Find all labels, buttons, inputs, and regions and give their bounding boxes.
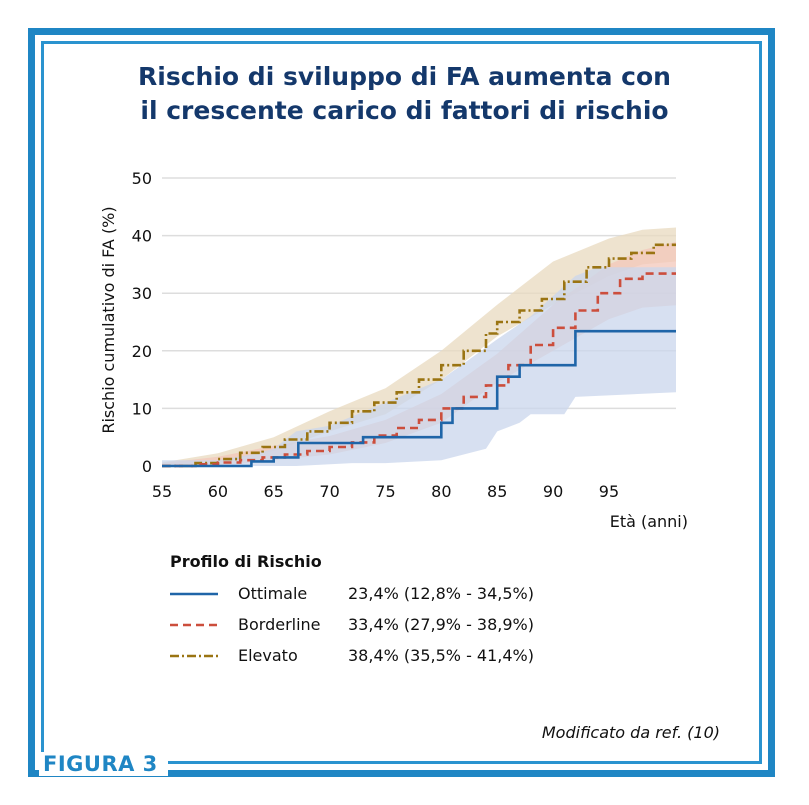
x-tick-95: 95 xyxy=(599,482,619,501)
x-tick-80: 80 xyxy=(431,482,451,501)
y-tick-50: 50 xyxy=(132,169,152,188)
confidence-bands xyxy=(162,227,676,466)
legend-value-elevato: 38,4% (35,5% - 41,4%) xyxy=(348,646,534,665)
legend-item-elevato: Elevato 38,4% (35,5% - 41,4%) xyxy=(170,640,534,671)
x-tick-75: 75 xyxy=(375,482,395,501)
series-lines xyxy=(162,243,676,468)
series-line-borderline xyxy=(162,272,676,468)
y-tick-labels: 0 10 20 30 40 50 xyxy=(132,169,152,476)
chart-title: Rischio di sviluppo di FA aumenta con il… xyxy=(60,60,749,128)
legend-item-ottimale: Ottimale 23,4% (12,8% - 34,5%) xyxy=(170,578,534,609)
legend-value-ottimale: 23,4% (12,8% - 34,5%) xyxy=(348,584,534,603)
figure-label: FIGURA 3 xyxy=(39,752,168,776)
x-tick-70: 70 xyxy=(319,482,339,501)
chart-title-line-2: il crescente carico di fattori di rischi… xyxy=(140,96,669,125)
legend-name-ottimale: Ottimale xyxy=(238,584,308,603)
y-axis-label: Rischio cumulativo di FA (%) xyxy=(99,206,118,433)
figure-frame-outer xyxy=(28,28,775,777)
y-tick-30: 30 xyxy=(132,284,152,303)
x-tick-labels: 55 60 65 70 75 80 85 90 95 xyxy=(152,482,619,501)
legend-name-borderline: Borderline xyxy=(238,615,321,634)
chart-title-line-1: Rischio di sviluppo di FA aumenta con xyxy=(138,62,671,91)
x-tick-85: 85 xyxy=(487,482,507,501)
x-tick-65: 65 xyxy=(264,482,284,501)
legend: Profilo di Rischio Ottimale 23,4% (12,8%… xyxy=(170,552,534,671)
x-tick-60: 60 xyxy=(208,482,228,501)
series-line-elevato xyxy=(162,243,676,468)
x-axis-label: Età (anni) xyxy=(610,512,688,531)
y-tick-20: 20 xyxy=(132,342,152,361)
figure-frame-inner xyxy=(41,41,762,764)
legend-value-borderline: 33,4% (27,9% - 38,9%) xyxy=(348,615,534,634)
y-tick-10: 10 xyxy=(132,399,152,418)
legend-item-borderline: Borderline 33,4% (27,9% - 38,9%) xyxy=(170,609,534,640)
legend-title: Profilo di Rischio xyxy=(170,552,322,571)
y-tick-40: 40 xyxy=(132,227,152,246)
source-note: Modificato da ref. (10) xyxy=(541,723,720,742)
legend-swatch-ottimale xyxy=(170,592,218,595)
legend-swatch-elevato xyxy=(170,654,218,657)
x-tick-90: 90 xyxy=(543,482,563,501)
grid-lines xyxy=(162,177,676,410)
band-elevato xyxy=(162,227,676,466)
series-line-ottimale xyxy=(162,329,676,468)
legend-swatch-borderline xyxy=(170,623,218,626)
x-tick-55: 55 xyxy=(152,482,172,501)
legend-name-elevato: Elevato xyxy=(238,646,298,665)
band-ottimale xyxy=(162,267,676,466)
y-tick-0: 0 xyxy=(142,457,152,476)
